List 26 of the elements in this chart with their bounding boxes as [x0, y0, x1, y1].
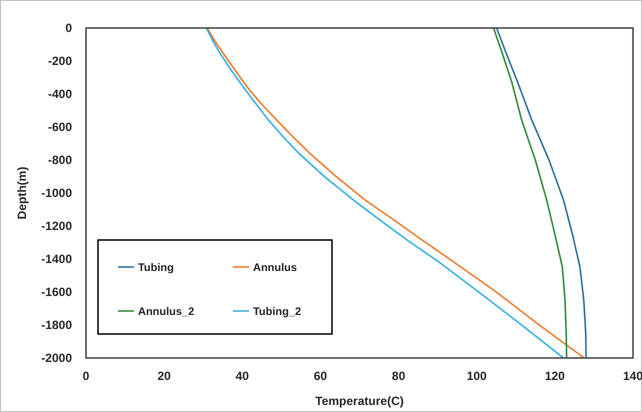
legend-label: Annulus_2: [138, 306, 194, 318]
y-tick-label: -1200: [41, 219, 72, 233]
x-tick-label: 120: [544, 369, 566, 383]
y-axis-title: Depth(m): [15, 166, 29, 220]
y-tick-label: -1000: [41, 186, 72, 200]
legend-label: Tubing: [138, 262, 174, 274]
y-tick-label: -600: [48, 120, 72, 134]
x-axis-title: Temperature(C): [315, 394, 404, 408]
x-tick-label: 100: [466, 369, 488, 383]
y-tick-label: -200: [48, 54, 72, 68]
legend-label: Tubing_2: [253, 306, 302, 318]
line-series: [492, 27, 568, 359]
y-tick-label: -1600: [41, 285, 72, 299]
legend-label: Annulus: [253, 262, 297, 274]
x-tick-label: 80: [392, 369, 406, 383]
y-tick-label: -800: [48, 153, 72, 167]
x-tick-label: 40: [236, 369, 250, 383]
x-tick-label: 60: [314, 369, 328, 383]
line-series: [496, 27, 587, 359]
y-tick-label: -1800: [41, 318, 72, 332]
x-tick-label: 0: [82, 369, 90, 383]
x-tick-label: 20: [157, 369, 172, 383]
y-tick-label: -1400: [41, 252, 72, 266]
y-tick-label: -400: [48, 87, 72, 101]
y-tick-label: -2000: [41, 351, 72, 365]
y-tick-label: 0: [65, 21, 72, 35]
